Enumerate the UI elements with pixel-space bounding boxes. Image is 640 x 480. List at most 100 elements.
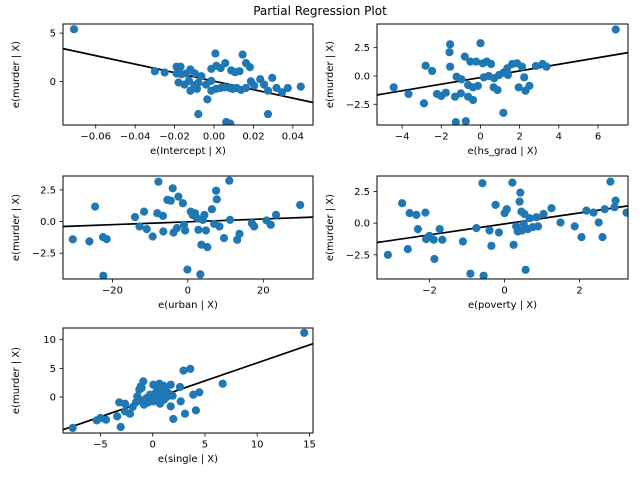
scatter-point [456,89,465,98]
scatter-point [494,228,503,237]
scatter-point [485,226,494,235]
scatter-point [191,406,200,415]
y-tick-label: −2.5 [346,100,370,111]
scatter-point [532,213,541,222]
x-tick-label: −4 [395,132,410,143]
scatter-point [241,83,251,93]
axes-frame [62,23,314,126]
scatter-point [509,240,518,249]
scatter-point [539,209,548,218]
axes-frame [62,327,314,434]
scatter-point [610,203,619,212]
scatter-point [166,196,175,205]
subplot-poverty: −2 0 2 −2.5 0.0 2.5 e(poverty | X) e(murder | X… [325,175,629,311]
y-axis-label: e(murder | X) [11,347,22,414]
scatter-point [266,220,275,229]
scatter-point [235,229,244,238]
x-axis-label: e(poverty | X) [468,300,537,311]
scatter-point [207,64,216,73]
scatter-point [472,57,481,66]
subplot-single: −5 0 5 10 15 0 5 10 e(single | X) e(murder | X) [11,327,316,465]
x-tick-label: 0 [501,286,507,297]
scatter-point [201,226,210,235]
scatter-point [183,265,192,274]
scatter-point [413,225,422,234]
scatter-point [486,59,496,69]
x-tick-label: 4 [556,132,562,143]
scatter-point [503,70,512,80]
scatter-point [451,118,460,126]
scatter-point [168,184,177,193]
scatter-point [203,243,212,252]
scatter-point [192,84,201,93]
y-axis-label: e(murder | X) [325,194,336,261]
scatter-point [174,192,183,201]
scatter-point [176,62,185,71]
scatter-point [194,110,203,119]
x-tick-label: −0.06 [80,132,111,143]
regression-line [62,342,314,431]
y-tick-label: −2.5 [346,250,370,261]
scatter-point [140,207,149,216]
scatter-point [460,52,469,61]
x-tick-label: 0 [477,132,483,143]
x-tick-label: −0.02 [159,132,190,143]
scatter-point [91,202,100,211]
scatter-point [178,199,187,208]
scatter-point [135,222,144,231]
scatter-point [102,235,111,244]
scatter-point [238,50,247,59]
x-tick-label: 2 [516,132,522,143]
scatter-point [272,83,281,93]
scatter-point [283,83,292,93]
scatter-point [207,205,216,214]
scatter-point [137,383,146,393]
scatter-point [179,366,188,375]
scatter-point [263,110,273,119]
scatter-point [457,75,466,84]
scatter-point [194,225,203,234]
scatter-point [589,208,598,217]
scatter-point [521,265,530,274]
scatter-point [503,64,512,73]
subplot-urban: −20 0 20 −2.5 0.0 2.5 e(urban | X) e(murder | X… [11,175,314,311]
scatter-point [203,95,212,104]
scatter-point [508,178,517,187]
scatter-point [487,241,496,250]
y-axis-label: e(murder | X) [325,41,336,108]
scatter-point [600,205,609,214]
regression-line [62,216,314,228]
scatter-point [502,205,511,214]
y-tick-label: 0.0 [354,219,370,230]
scatter-point [466,269,475,278]
scatter-point [168,391,177,400]
x-tick-label: −20 [102,286,123,297]
x-axis-label: e(hs_grad | X) [467,146,537,157]
x-tick-label: 0.02 [242,132,264,143]
scatter-point [181,226,190,235]
scatter-point [517,62,527,71]
scatter-point [611,196,620,205]
scatter-points [68,328,309,433]
y-tick-label: 2.5 [354,187,370,198]
scatter-point [441,88,450,97]
y-axis-label: e(murder | X) [11,194,22,261]
scatter-point [212,195,221,204]
scatter-point [296,82,305,91]
scatter-point [125,409,135,418]
x-tick-label: 0 [149,440,155,451]
scatter-points [383,177,629,280]
scatter-point [69,25,79,34]
scatter-point [404,89,413,99]
scatter-point [85,237,94,246]
scatter-point [260,80,269,89]
scatter-point [245,63,254,72]
scatter-point [458,237,467,246]
axes-frame [376,175,629,280]
y-tick-label: −2.5 [32,249,56,260]
scatter-point [68,235,77,244]
scatter-point [166,380,175,389]
x-tick-label: 5 [202,440,208,451]
scatter-point [521,86,530,95]
scatter-point [611,25,620,34]
